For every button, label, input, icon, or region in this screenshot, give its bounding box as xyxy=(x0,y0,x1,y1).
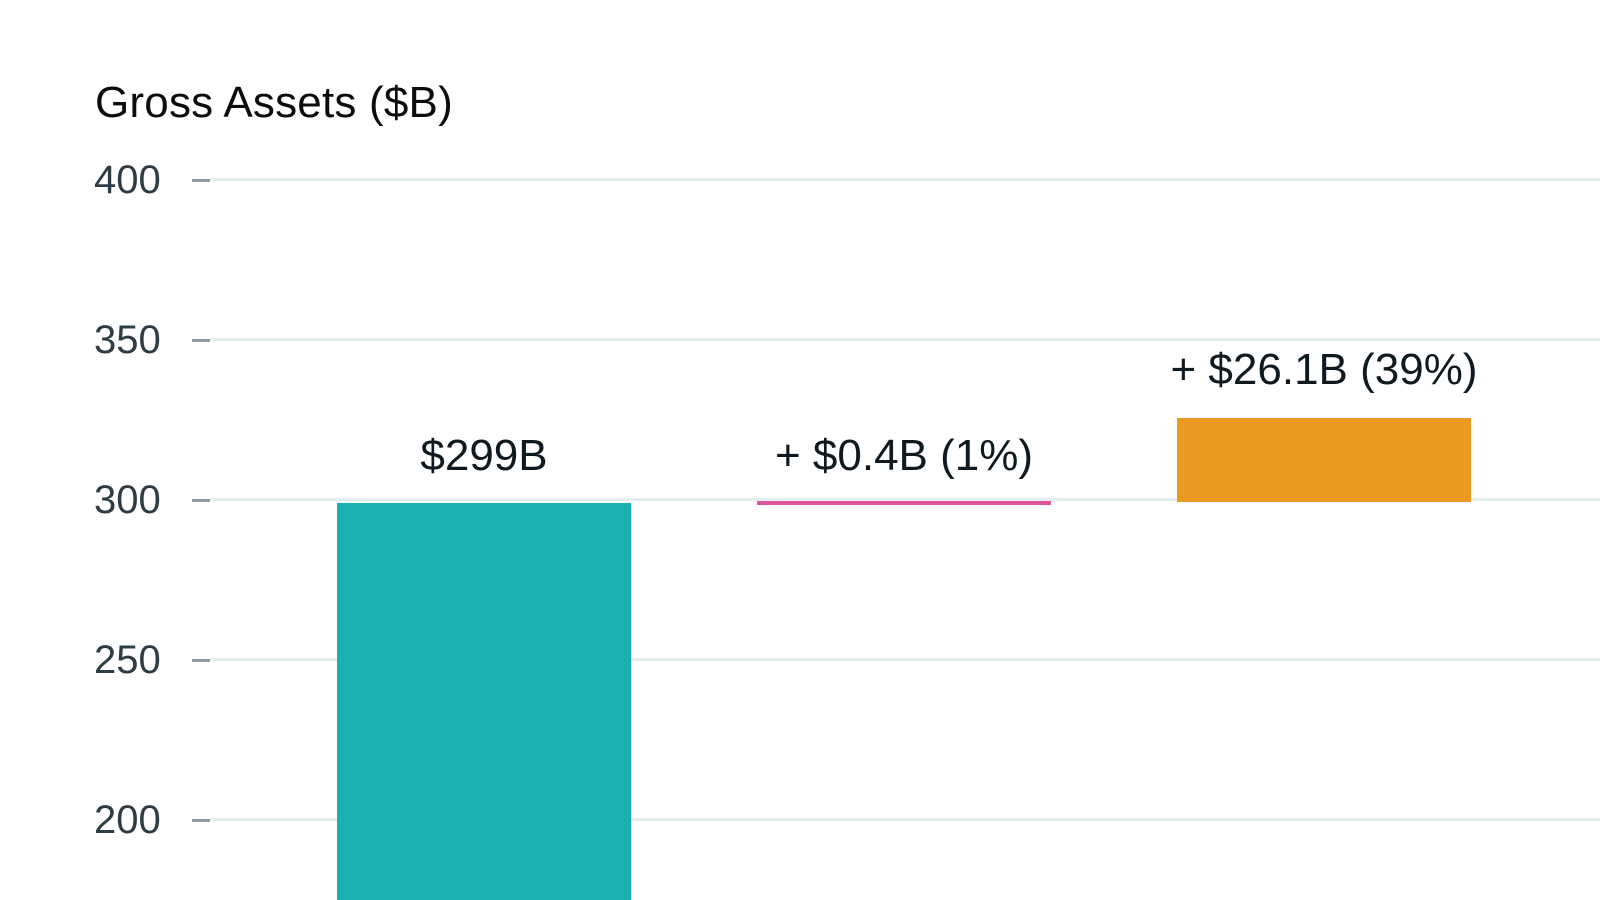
chart-title: Gross Assets ($B) xyxy=(95,78,453,127)
bar-increment-1 xyxy=(757,501,1051,505)
tick-mark-300 xyxy=(192,499,210,502)
y-tick-350: 350 xyxy=(94,318,161,362)
gridline-250 xyxy=(210,658,1600,661)
y-tick-250: 250 xyxy=(94,638,161,682)
gridline-300 xyxy=(210,498,1600,501)
bar-label-base: $299B xyxy=(420,431,548,480)
gridline-400 xyxy=(210,178,1600,181)
y-tick-400: 400 xyxy=(94,158,161,202)
y-tick-300: 300 xyxy=(94,478,161,522)
gridline-200 xyxy=(210,818,1600,821)
y-tick-200: 200 xyxy=(94,798,161,842)
bar-increment-2 xyxy=(1177,418,1471,502)
bar-base xyxy=(337,503,631,900)
gridline-350 xyxy=(210,338,1600,341)
tick-mark-250 xyxy=(192,659,210,662)
bar-label-increment-2: + $26.1B (39%) xyxy=(1170,345,1478,394)
bar-label-increment-1: + $0.4B (1%) xyxy=(774,431,1034,480)
tick-mark-200 xyxy=(192,819,210,822)
tick-mark-400 xyxy=(192,179,210,182)
tick-mark-350 xyxy=(192,339,210,342)
